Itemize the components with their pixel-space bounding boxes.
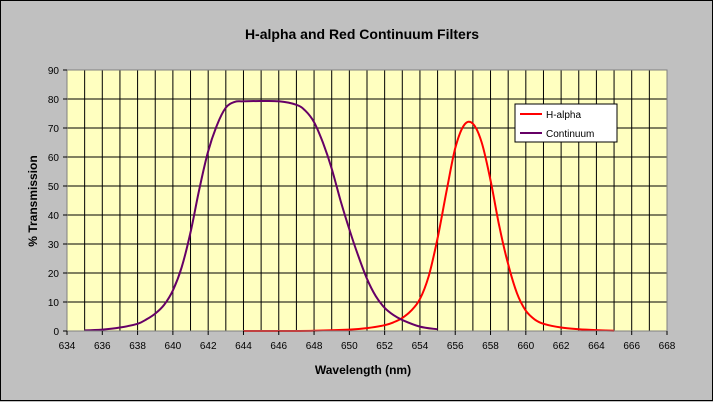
- x-tick-label: 662: [553, 341, 570, 352]
- x-tick-label: 644: [235, 341, 252, 352]
- y-tick-label: 80: [48, 95, 60, 106]
- x-tick-label: 658: [482, 341, 499, 352]
- x-tick-label: 660: [517, 341, 534, 352]
- plot-border: [66, 69, 668, 332]
- x-tick-label: 656: [447, 341, 464, 352]
- series-line-halpha: [243, 120, 615, 332]
- x-tick-label: 668: [659, 341, 676, 352]
- series-layer: [84, 99, 615, 332]
- legend-label-halpha: H-alpha: [546, 110, 581, 121]
- y-tick-label: 30: [48, 240, 60, 251]
- x-tick-label: 634: [59, 341, 76, 352]
- x-tick-label: 636: [94, 341, 111, 352]
- x-tick-label: 642: [200, 341, 217, 352]
- y-tick-label: 40: [48, 211, 60, 222]
- x-tick-label: 666: [623, 341, 640, 352]
- y-axis-ticks: 0 10 20 30 40 50 60 70 80 90: [48, 66, 67, 338]
- y-tick-label: 90: [48, 66, 60, 77]
- x-tick-label: 648: [306, 341, 323, 352]
- y-tick-label: 70: [48, 124, 60, 135]
- y-tick-label: 0: [53, 327, 59, 338]
- chart-title: H-alpha and Red Continuum Filters: [245, 26, 479, 42]
- x-tick-label: 652: [376, 341, 393, 352]
- legend: H-alpha Continuum: [514, 103, 618, 143]
- x-axis-label: Wavelength (nm): [315, 363, 411, 377]
- y-axis-label: % Transmission: [26, 155, 40, 246]
- x-tick-label: 640: [165, 341, 182, 352]
- y-tick-label: 60: [48, 153, 60, 164]
- y-tick-label: 20: [48, 269, 60, 280]
- y-tick-label: 10: [48, 298, 60, 309]
- x-tick-label: 650: [341, 341, 358, 352]
- x-axis-ticks: 634 636 638 640 642 644 646 648 650 652 654 656 658 6…: [59, 331, 676, 352]
- legend-label-continuum: Continuum: [546, 129, 594, 140]
- legend-box: [514, 103, 618, 143]
- x-tick-label: 646: [270, 341, 287, 352]
- series-line-continuum: [84, 99, 438, 332]
- x-tick-label: 664: [588, 341, 605, 352]
- x-tick-label: 638: [129, 341, 146, 352]
- y-tick-label: 50: [48, 182, 60, 193]
- x-tick-label: 654: [412, 341, 429, 352]
